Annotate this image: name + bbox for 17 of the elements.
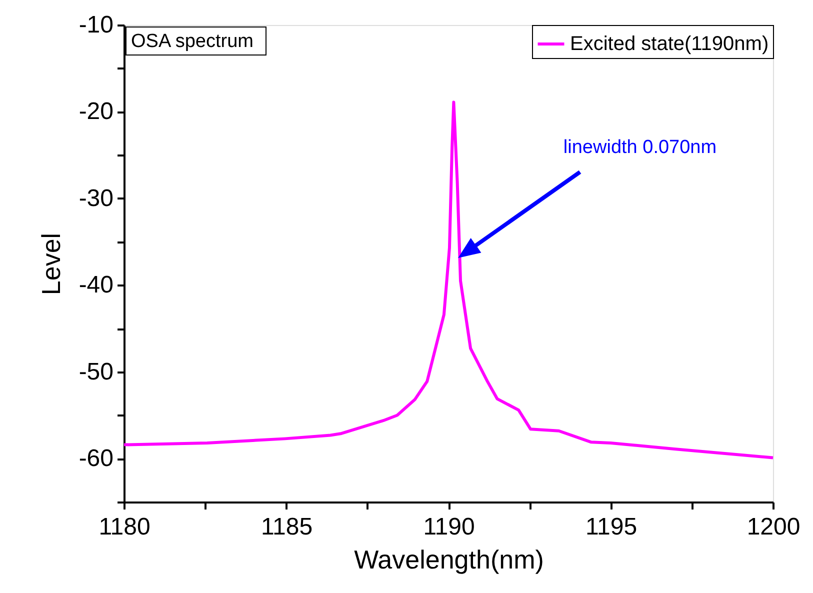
x-tick-label: 1185 xyxy=(260,514,313,540)
y-tick-label: -30 xyxy=(78,184,114,212)
x-tick-label: 1200 xyxy=(746,514,800,540)
y-tick-label: -60 xyxy=(78,445,114,472)
x-tick-label: 1190 xyxy=(423,514,475,540)
annotation: linewidth 0.070nm xyxy=(563,137,717,158)
y-tick-label: -50 xyxy=(78,358,114,386)
line-series xyxy=(122,100,774,460)
x-tick-label: 1195 xyxy=(585,514,638,540)
y-tick-label: -40 xyxy=(78,272,114,299)
annotation: OSA spectrum xyxy=(131,31,254,52)
y-axis-title: Level xyxy=(36,232,66,296)
x-tick-label: 1180 xyxy=(98,514,150,540)
y-tick-label: -10 xyxy=(78,12,114,38)
legend-label: Excited state(1190nm) xyxy=(570,33,769,55)
x-axis-title: Wavelength(nm) xyxy=(354,544,544,574)
y-tick-label: -20 xyxy=(78,98,114,126)
